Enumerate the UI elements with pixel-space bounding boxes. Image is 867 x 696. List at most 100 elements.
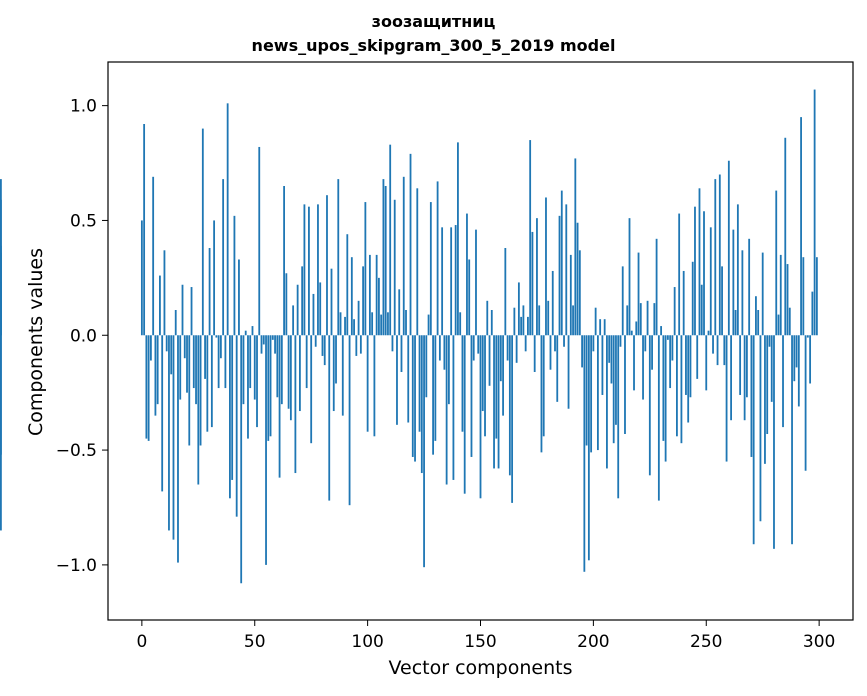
bar bbox=[475, 229, 477, 336]
bar bbox=[298, 335, 301, 412]
bar bbox=[224, 335, 227, 389]
bar bbox=[192, 335, 195, 389]
x-ticks-group: 0 50 100 150 200 250 300 bbox=[136, 620, 835, 652]
bar bbox=[179, 335, 182, 400]
bar bbox=[201, 128, 204, 336]
bar bbox=[764, 335, 766, 464]
bar bbox=[438, 335, 441, 361]
y-tick-label: 0.5 bbox=[70, 211, 97, 231]
bar bbox=[405, 310, 407, 336]
bar bbox=[251, 326, 254, 336]
bar bbox=[398, 289, 401, 336]
bar bbox=[375, 254, 378, 336]
bar bbox=[423, 335, 425, 568]
bar bbox=[703, 211, 705, 336]
bar bbox=[269, 335, 272, 437]
bar bbox=[188, 335, 191, 446]
bar bbox=[527, 316, 529, 336]
bar bbox=[558, 215, 561, 336]
bar bbox=[256, 335, 258, 428]
bar bbox=[244, 330, 247, 336]
bar bbox=[567, 335, 570, 409]
bar bbox=[707, 330, 710, 336]
bar bbox=[461, 335, 464, 432]
bar bbox=[556, 335, 559, 402]
y-tick-label: −0.5 bbox=[56, 441, 97, 461]
bar bbox=[678, 213, 681, 336]
bar bbox=[226, 103, 229, 336]
bar bbox=[725, 335, 728, 462]
bar bbox=[585, 335, 588, 446]
bar bbox=[676, 335, 678, 437]
bar bbox=[341, 335, 344, 416]
bar bbox=[768, 335, 771, 347]
bar bbox=[326, 195, 328, 336]
bar bbox=[346, 234, 349, 336]
bar bbox=[497, 335, 500, 469]
bar bbox=[353, 319, 355, 336]
bar bbox=[721, 266, 723, 336]
bar bbox=[687, 335, 690, 423]
bar bbox=[283, 186, 285, 336]
bar bbox=[624, 335, 626, 434]
bar bbox=[547, 300, 550, 336]
bar bbox=[743, 335, 746, 421]
bar bbox=[447, 335, 450, 405]
bar bbox=[172, 335, 175, 540]
bars-group bbox=[0, 89, 818, 584]
bar bbox=[800, 117, 802, 336]
bar bbox=[0, 335, 2, 455]
bar bbox=[391, 335, 394, 352]
bar bbox=[504, 248, 507, 336]
bar bbox=[208, 248, 211, 336]
bar bbox=[289, 335, 292, 421]
bar bbox=[350, 257, 353, 336]
bar bbox=[784, 137, 787, 336]
bar bbox=[766, 335, 769, 434]
bar bbox=[368, 254, 371, 336]
bar bbox=[344, 316, 346, 336]
bar bbox=[454, 225, 457, 336]
bar bbox=[364, 202, 367, 336]
bar bbox=[502, 335, 504, 416]
bar bbox=[538, 305, 541, 336]
bar bbox=[466, 213, 468, 336]
bar bbox=[788, 307, 791, 336]
bar bbox=[357, 300, 360, 336]
bar bbox=[648, 335, 651, 476]
bar bbox=[262, 335, 265, 345]
bar bbox=[429, 202, 432, 336]
bar bbox=[481, 335, 484, 412]
bar bbox=[319, 282, 322, 336]
bar bbox=[563, 335, 565, 347]
bar bbox=[524, 335, 527, 352]
bar bbox=[536, 218, 538, 336]
bar bbox=[149, 335, 152, 361]
bar bbox=[240, 335, 243, 584]
bar bbox=[301, 266, 304, 336]
bar bbox=[666, 335, 669, 340]
bar bbox=[714, 179, 717, 336]
bar bbox=[0, 179, 2, 336]
bar bbox=[730, 335, 732, 421]
bar bbox=[673, 287, 676, 336]
bar bbox=[759, 335, 762, 522]
bar bbox=[418, 335, 421, 432]
bar bbox=[490, 310, 493, 336]
bar bbox=[238, 259, 240, 336]
bar bbox=[795, 335, 798, 368]
bar bbox=[569, 254, 572, 336]
bar bbox=[247, 335, 249, 439]
bar bbox=[229, 335, 231, 499]
bar bbox=[339, 312, 342, 336]
bar bbox=[529, 140, 532, 336]
bar bbox=[411, 335, 414, 457]
bar bbox=[685, 335, 687, 395]
bar bbox=[594, 307, 597, 336]
bar bbox=[159, 275, 161, 336]
bar bbox=[739, 335, 742, 395]
bar bbox=[441, 227, 444, 336]
bar bbox=[310, 335, 313, 444]
bar bbox=[601, 335, 604, 395]
bar bbox=[761, 252, 764, 336]
